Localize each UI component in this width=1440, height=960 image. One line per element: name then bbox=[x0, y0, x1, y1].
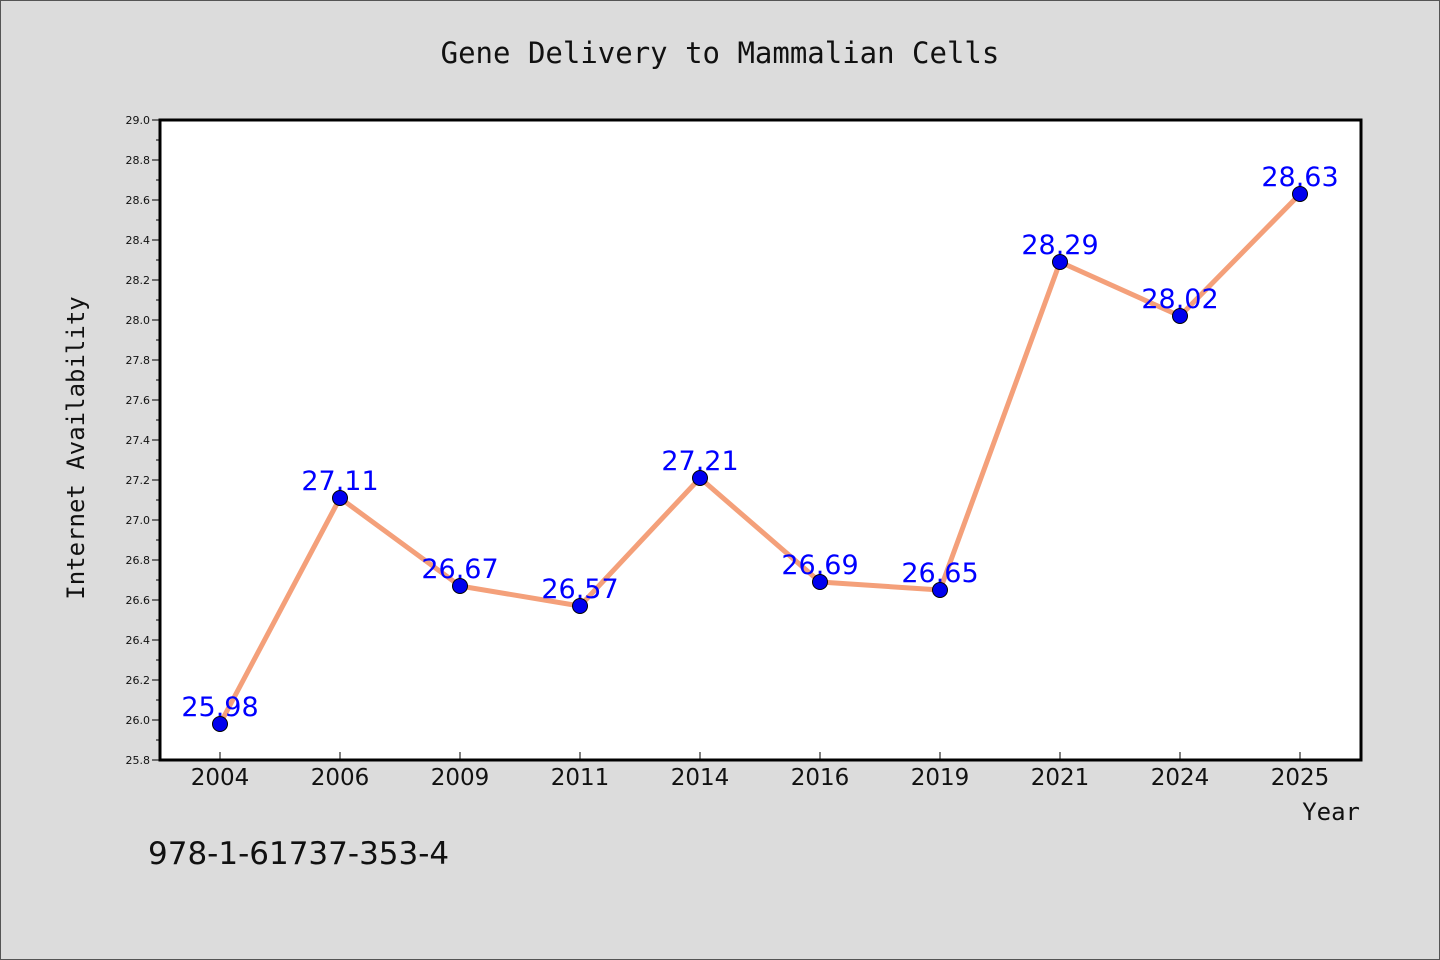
x-axis-ticks: 2004 2006 2009 2011 2014 2016 2019 2021 2024 2025 bbox=[191, 752, 1330, 791]
y-tick-label: 28.2 bbox=[126, 274, 151, 287]
y-tick-label: 26.0 bbox=[126, 714, 151, 727]
x-tick-label: 2011 bbox=[551, 765, 610, 791]
data-point bbox=[572, 598, 588, 614]
y-tick-label: 27.8 bbox=[126, 354, 151, 367]
data-point bbox=[1172, 308, 1188, 324]
data-label: 28.29 bbox=[1021, 230, 1098, 261]
data-label: 28.63 bbox=[1261, 162, 1338, 193]
y-axis-label: Internet Availability bbox=[62, 296, 90, 599]
data-point bbox=[812, 574, 828, 590]
data-point bbox=[452, 578, 468, 594]
data-point bbox=[692, 470, 708, 486]
y-tick-label: 27.0 bbox=[126, 514, 151, 527]
data-label: 26.67 bbox=[421, 554, 498, 585]
chart-title: Gene Delivery to Mammalian Cells bbox=[441, 36, 1000, 70]
y-tick-label: 27.2 bbox=[126, 474, 151, 487]
data-label: 26.69 bbox=[781, 550, 858, 581]
y-tick-label: 27.4 bbox=[126, 434, 151, 447]
y-tick-label: 29.0 bbox=[126, 114, 151, 127]
y-tick-label: 26.6 bbox=[126, 594, 151, 607]
data-label: 26.57 bbox=[541, 574, 618, 605]
data-labels: 25.98 27.11 26.67 26.57 27.21 26.69 26.65 28.29… bbox=[181, 162, 1338, 723]
plot-border bbox=[158, 118, 1363, 762]
data-point bbox=[1052, 254, 1068, 270]
x-axis-label: Year bbox=[1302, 798, 1360, 826]
isbn-annotation: 978-1-61737-353-4 bbox=[148, 836, 449, 872]
x-tick-label: 2004 bbox=[191, 765, 250, 791]
data-point bbox=[332, 490, 348, 506]
y-tick-label: 28.4 bbox=[126, 234, 151, 247]
y-tick-label: 25.8 bbox=[126, 754, 151, 767]
y-tick-label: 28.6 bbox=[126, 194, 151, 207]
data-label: 25.98 bbox=[181, 692, 258, 723]
series-line bbox=[217, 191, 1303, 727]
x-tick-label: 2025 bbox=[1271, 765, 1330, 791]
plot-area bbox=[160, 120, 1361, 760]
x-tick-label: 2024 bbox=[1151, 765, 1210, 791]
x-tick-label: 2006 bbox=[311, 765, 370, 791]
series-markers bbox=[212, 186, 1308, 732]
data-point bbox=[1292, 186, 1308, 202]
data-label: 27.21 bbox=[661, 446, 738, 477]
y-axis-ticks: 25.8 26.0 26.2 26.4 26.6 26.8 27.0 27.2 27.4 27.6… bbox=[126, 114, 160, 767]
data-label: 28.02 bbox=[1141, 284, 1218, 315]
data-label: 27.11 bbox=[301, 466, 378, 497]
y-tick-label: 27.6 bbox=[126, 394, 151, 407]
x-tick-label: 2019 bbox=[911, 765, 970, 791]
x-tick-label: 2016 bbox=[791, 765, 850, 791]
x-tick-label: 2021 bbox=[1031, 765, 1090, 791]
data-point bbox=[212, 716, 228, 732]
y-tick-label: 26.4 bbox=[126, 634, 151, 647]
data-label: 26.65 bbox=[901, 558, 978, 589]
y-tick-label: 26.2 bbox=[126, 674, 151, 687]
x-tick-label: 2014 bbox=[671, 765, 730, 791]
data-point bbox=[932, 582, 948, 598]
y-tick-label: 28.0 bbox=[126, 314, 151, 327]
y-tick-label: 28.8 bbox=[126, 154, 151, 167]
y-tick-label: 26.8 bbox=[126, 554, 151, 567]
x-tick-label: 2009 bbox=[431, 765, 490, 791]
